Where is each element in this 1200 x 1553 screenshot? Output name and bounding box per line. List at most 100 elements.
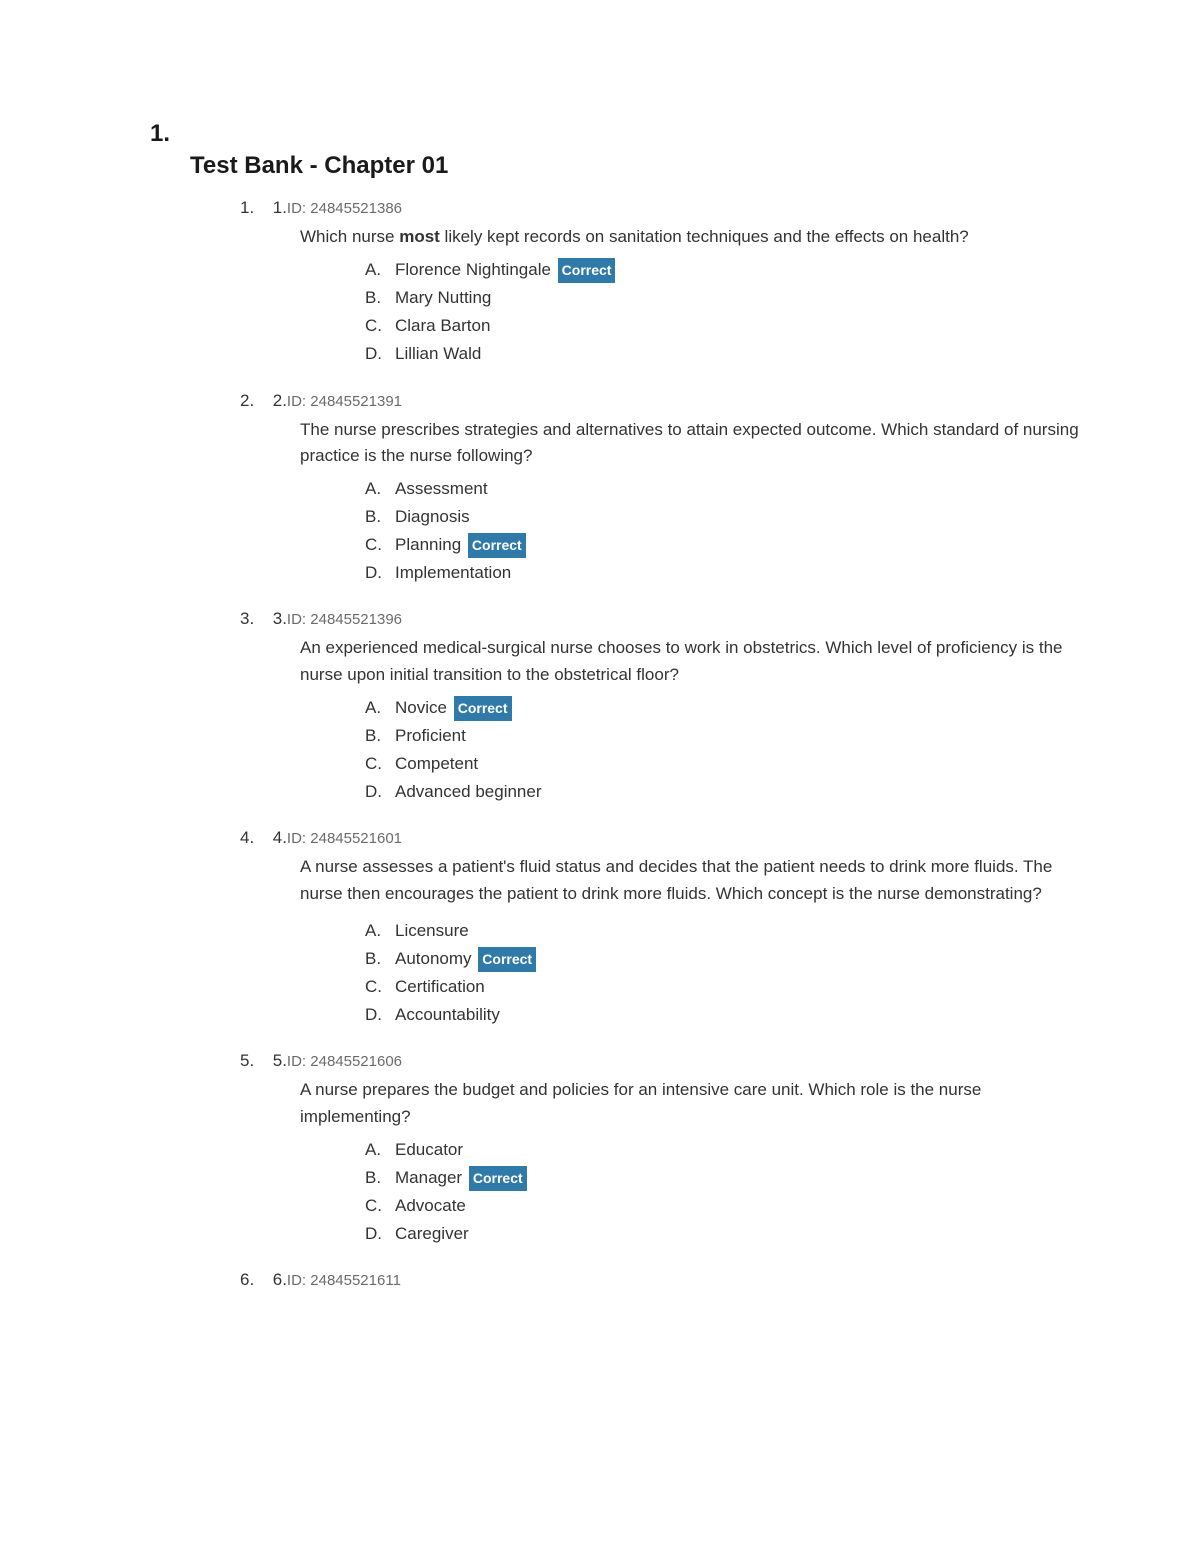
choice-letter: D. — [365, 1001, 395, 1029]
choice-letter: B. — [365, 284, 395, 312]
choice-list: A.Novice CorrectB.ProficientC.CompetentD… — [365, 694, 1080, 806]
choice-letter: A. — [365, 1136, 395, 1164]
choice-item: A.Assessment — [365, 475, 1080, 503]
question-item: 3. 3.ID: 24845521396An experienced medic… — [240, 609, 1080, 806]
choice-item: D.Accountability — [365, 1001, 1080, 1029]
question-number: 1. — [273, 198, 287, 217]
choice-item: D.Lillian Wald — [365, 340, 1080, 368]
question-header: 4. 4.ID: 24845521601 — [240, 828, 1080, 848]
question-text: Which nurse most likely kept records on … — [300, 224, 1080, 250]
choice-item: B.Proficient — [365, 722, 1080, 750]
question-id: ID: 24845521386 — [287, 200, 402, 217]
choice-item: C.Clara Barton — [365, 312, 1080, 340]
choice-list: A.Florence Nightingale CorrectB.Mary Nut… — [365, 256, 1080, 368]
correct-badge: Correct — [468, 533, 526, 558]
question-list-index: 2. — [240, 391, 268, 411]
choice-text: Accountability — [395, 1005, 500, 1024]
choice-text: Planning — [395, 535, 461, 554]
question-item: 6. 6.ID: 24845521611 — [240, 1270, 1080, 1290]
correct-badge: Correct — [478, 947, 536, 972]
question-list-index: 3. — [240, 609, 268, 629]
choice-text: Proficient — [395, 726, 466, 745]
choice-item: B.Diagnosis — [365, 503, 1080, 531]
correct-badge: Correct — [558, 258, 616, 283]
choice-text: Advocate — [395, 1196, 466, 1215]
choice-letter: D. — [365, 340, 395, 368]
choice-text: Competent — [395, 754, 478, 773]
choice-item: B.Autonomy Correct — [365, 945, 1080, 973]
question-id: ID: 24845521396 — [287, 611, 402, 628]
choice-letter: A. — [365, 694, 395, 722]
document-page: 1. Test Bank - Chapter 01 1. 1.ID: 24845… — [0, 0, 1200, 1372]
question-text: The nurse prescribes strategies and alte… — [300, 417, 1080, 470]
choice-text: Diagnosis — [395, 507, 470, 526]
question-text-bold: most — [399, 227, 440, 246]
question-header: 1. 1.ID: 24845521386 — [240, 198, 1080, 218]
choice-text: Certification — [395, 977, 485, 996]
choice-list: A.AssessmentB.DiagnosisC.Planning Correc… — [365, 475, 1080, 587]
choice-text: Licensure — [395, 921, 469, 940]
choice-text: Florence Nightingale — [395, 260, 551, 279]
question-item: 1. 1.ID: 24845521386Which nurse most lik… — [240, 198, 1080, 369]
choice-letter: C. — [365, 750, 395, 778]
question-id: ID: 24845521606 — [287, 1053, 402, 1070]
choice-item: A.Florence Nightingale Correct — [365, 256, 1080, 284]
question-item: 5. 5.ID: 24845521606A nurse prepares the… — [240, 1051, 1080, 1248]
question-header: 5. 5.ID: 24845521606 — [240, 1051, 1080, 1071]
question-text: A nurse assesses a patient's fluid statu… — [300, 854, 1080, 907]
choice-text: Advanced beginner — [395, 782, 542, 801]
choice-item: C.Certification — [365, 973, 1080, 1001]
choice-text: Manager — [395, 1168, 462, 1187]
choice-letter: D. — [365, 1220, 395, 1248]
choice-letter: B. — [365, 722, 395, 750]
choice-text: Assessment — [395, 479, 488, 498]
question-list-index: 5. — [240, 1051, 268, 1071]
choice-letter: A. — [365, 917, 395, 945]
choice-text: Caregiver — [395, 1224, 469, 1243]
choice-letter: A. — [365, 475, 395, 503]
choice-letter: B. — [365, 503, 395, 531]
choice-text: Clara Barton — [395, 316, 490, 335]
choice-text: Novice — [395, 698, 447, 717]
question-list-index: 1. — [240, 198, 268, 218]
question-number: 5. — [273, 1051, 287, 1070]
question-text: An experienced medical-surgical nurse ch… — [300, 635, 1080, 688]
question-header: 3. 3.ID: 24845521396 — [240, 609, 1080, 629]
question-id: ID: 24845521391 — [287, 393, 402, 410]
question-number: 3. — [273, 609, 287, 628]
choice-item: C.Planning Correct — [365, 531, 1080, 559]
choice-text: Autonomy — [395, 949, 472, 968]
choice-text: Mary Nutting — [395, 288, 491, 307]
choice-letter: A. — [365, 256, 395, 284]
choice-item: C.Competent — [365, 750, 1080, 778]
choice-item: C.Advocate — [365, 1192, 1080, 1220]
question-header: 2. 2.ID: 24845521391 — [240, 391, 1080, 411]
question-list-index: 4. — [240, 828, 268, 848]
choice-item: D.Implementation — [365, 559, 1080, 587]
choice-item: D.Caregiver — [365, 1220, 1080, 1248]
choice-item: B.Manager Correct — [365, 1164, 1080, 1192]
question-number: 2. — [273, 391, 287, 410]
question-list: 1. 1.ID: 24845521386Which nurse most lik… — [240, 198, 1080, 1290]
question-id: ID: 24845521601 — [287, 830, 402, 847]
choice-item: A.Novice Correct — [365, 694, 1080, 722]
question-item: 2. 2.ID: 24845521391The nurse prescribes… — [240, 391, 1080, 588]
choice-letter: C. — [365, 531, 395, 559]
choice-item: D.Advanced beginner — [365, 778, 1080, 806]
question-item: 4. 4.ID: 24845521601A nurse assesses a p… — [240, 828, 1080, 1029]
question-number: 6. — [273, 1270, 287, 1289]
page-title: Test Bank - Chapter 01 — [190, 152, 1080, 180]
correct-badge: Correct — [469, 1166, 527, 1191]
question-text: A nurse prepares the budget and policies… — [300, 1077, 1080, 1130]
question-list-index: 6. — [240, 1270, 268, 1290]
outer-list-number: 1. — [150, 120, 1080, 148]
choice-letter: C. — [365, 312, 395, 340]
choice-letter: C. — [365, 973, 395, 1001]
choice-letter: C. — [365, 1192, 395, 1220]
choice-list: A.LicensureB.Autonomy CorrectC.Certifica… — [365, 917, 1080, 1029]
choice-letter: B. — [365, 945, 395, 973]
choice-letter: D. — [365, 778, 395, 806]
question-header: 6. 6.ID: 24845521611 — [240, 1270, 1080, 1290]
correct-badge: Correct — [454, 696, 512, 721]
choice-item: B.Mary Nutting — [365, 284, 1080, 312]
